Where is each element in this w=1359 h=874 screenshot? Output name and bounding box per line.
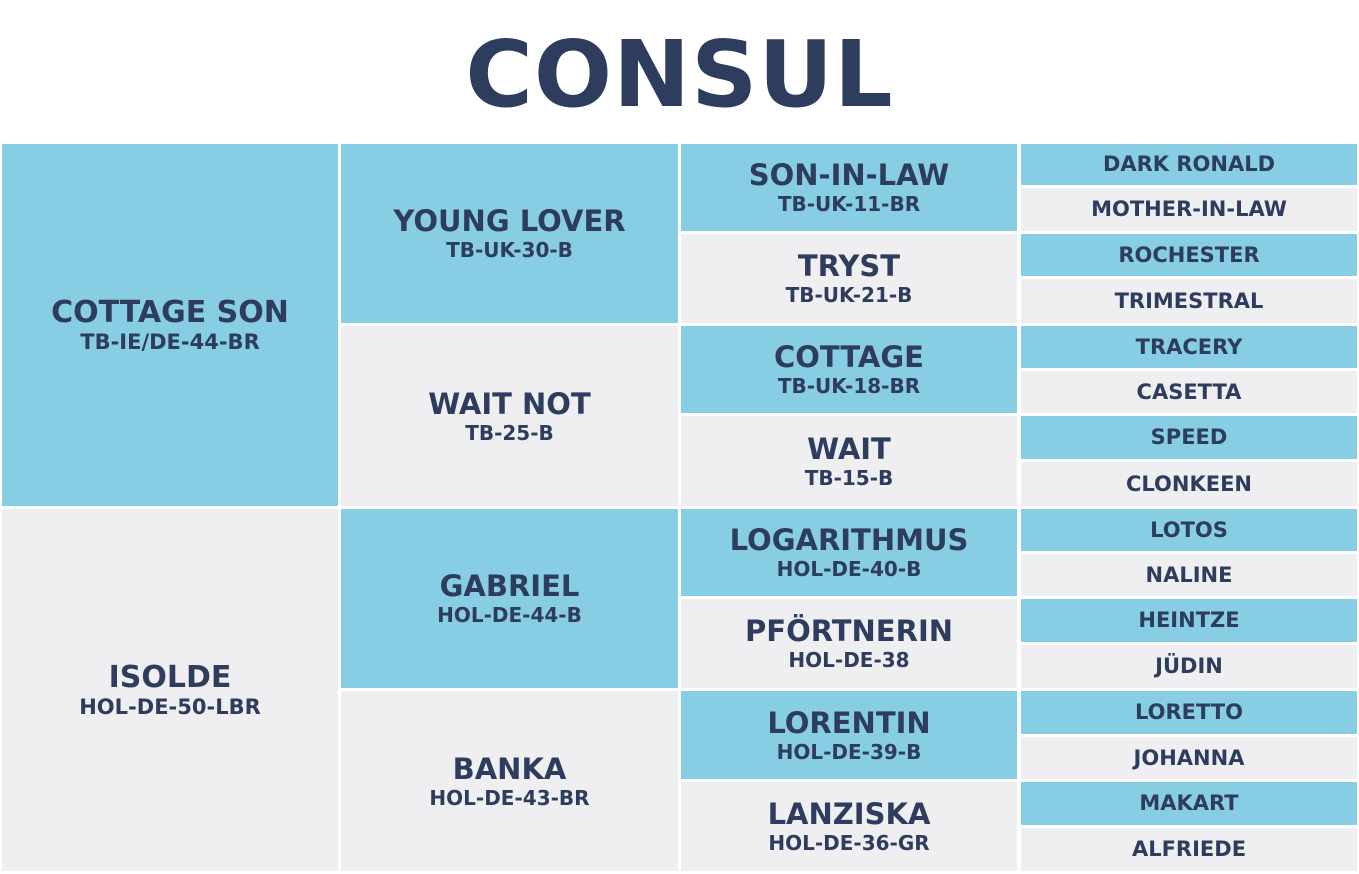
gen4-cell-1: DARK RONALD bbox=[1021, 144, 1357, 185]
gen3-name-5: LOGARITHMUS bbox=[729, 523, 969, 557]
gen4-cell-2: MOTHER-IN-LAW bbox=[1021, 188, 1357, 231]
gen4-name-1: DARK RONALD bbox=[1102, 152, 1276, 176]
gen3-cell-2: TRYST TB-UK-21-B bbox=[681, 234, 1017, 323]
gen4-name-15: MAKART bbox=[1139, 791, 1239, 815]
gen4-cell-10: NALINE bbox=[1021, 554, 1357, 596]
gen4-cell-15: MAKART bbox=[1021, 782, 1357, 825]
sire-name: COTTAGE SON bbox=[51, 294, 289, 330]
gen4-name-6: CASETTA bbox=[1136, 379, 1242, 404]
gen3-name-1: SON-IN-LAW bbox=[748, 158, 950, 192]
gen4-name-5: TRACERY bbox=[1135, 334, 1243, 359]
gen4-cell-8: CLONKEEN bbox=[1021, 462, 1357, 506]
gen4-name-9: LOTOS bbox=[1150, 517, 1228, 542]
gen3-registry-3: TB-UK-18-BR bbox=[777, 374, 921, 398]
gen4-cell-16: ALFRIEDE bbox=[1021, 828, 1357, 871]
gen3-registry-5: HOL-DE-40-B bbox=[776, 557, 922, 581]
granddam-maternal-name: BANKA bbox=[452, 751, 567, 786]
gen3-cell-5: LOGARITHMUS HOL-DE-40-B bbox=[681, 509, 1017, 596]
dam-name: ISOLDE bbox=[108, 659, 232, 695]
gen3-registry-4: TB-15-B bbox=[804, 465, 894, 490]
gen4-name-10: NALINE bbox=[1145, 562, 1233, 587]
gen4-cell-4: TRIMESTRAL bbox=[1021, 279, 1357, 323]
sire-cell: COTTAGE SON TB-IE/DE-44-BR bbox=[2, 144, 338, 506]
grandsire-paternal-cell: YOUNG LOVER TB-UK-30-B bbox=[341, 144, 678, 323]
gen4-cell-9: LOTOS bbox=[1021, 509, 1357, 551]
gen3-registry-7: HOL-DE-39-B bbox=[776, 739, 922, 764]
gen3-cell-8: LANZISKA HOL-DE-36-GR bbox=[681, 782, 1017, 871]
gen3-registry-2: TB-UK-21-B bbox=[785, 283, 913, 307]
dam-registry: HOL-DE-50-LBR bbox=[79, 694, 261, 719]
gen4-name-11: HEINTZE bbox=[1138, 608, 1240, 632]
gen3-name-4: WAIT bbox=[807, 431, 891, 466]
granddam-paternal-name: WAIT NOT bbox=[428, 386, 591, 421]
granddam-maternal-cell: BANKA HOL-DE-43-BR bbox=[341, 691, 678, 871]
gen3-cell-3: COTTAGE TB-UK-18-BR bbox=[681, 326, 1017, 413]
gen4-name-14: JOHANNA bbox=[1133, 745, 1245, 770]
gen4-name-2: MOTHER-IN-LAW bbox=[1091, 197, 1287, 221]
gen4-name-16: ALFRIEDE bbox=[1131, 837, 1247, 861]
gen3-registry-8: HOL-DE-36-GR bbox=[768, 831, 930, 855]
granddam-paternal-cell: WAIT NOT TB-25-B bbox=[341, 326, 678, 506]
gen4-name-12: JÜDIN bbox=[1155, 654, 1223, 678]
gen4-cell-13: LORETTO bbox=[1021, 691, 1357, 734]
grandsire-maternal-name: GABRIEL bbox=[439, 569, 580, 603]
gen3-cell-6: PFÖRTNERIN HOL-DE-38 bbox=[681, 599, 1017, 688]
gen4-cell-3: ROCHESTER bbox=[1021, 234, 1357, 276]
gen4-cell-12: JÜDIN bbox=[1021, 645, 1357, 688]
gen3-name-8: LANZISKA bbox=[767, 797, 931, 831]
gen3-name-6: PFÖRTNERIN bbox=[745, 614, 953, 648]
gen3-registry-1: TB-UK-11-BR bbox=[777, 192, 921, 216]
grandsire-maternal-cell: GABRIEL HOL-DE-44-B bbox=[341, 509, 678, 688]
dam-cell: ISOLDE HOL-DE-50-LBR bbox=[2, 509, 338, 871]
gen4-cell-6: CASETTA bbox=[1021, 371, 1357, 413]
grandsire-paternal-name: YOUNG LOVER bbox=[393, 204, 626, 238]
granddam-paternal-registry: TB-25-B bbox=[465, 420, 554, 445]
gen3-name-7: LORENTIN bbox=[767, 705, 931, 740]
gen4-name-4: TRIMESTRAL bbox=[1114, 288, 1264, 313]
grandsire-maternal-registry: HOL-DE-44-B bbox=[437, 603, 582, 627]
gen3-cell-7: LORENTIN HOL-DE-39-B bbox=[681, 691, 1017, 779]
gen4-cell-14: JOHANNA bbox=[1021, 737, 1357, 779]
gen3-registry-6: HOL-DE-38 bbox=[788, 648, 910, 672]
gen4-name-8: CLONKEEN bbox=[1125, 471, 1252, 496]
gen4-cell-11: HEINTZE bbox=[1021, 599, 1357, 642]
grandsire-paternal-registry: TB-UK-30-B bbox=[446, 238, 573, 262]
gen4-name-3: ROCHESTER bbox=[1118, 242, 1260, 267]
pedigree-title: CONSUL bbox=[465, 21, 894, 128]
gen4-cell-5: TRACERY bbox=[1021, 326, 1357, 368]
gen3-name-2: TRYST bbox=[797, 249, 901, 283]
granddam-maternal-registry: HOL-DE-43-BR bbox=[429, 785, 590, 810]
gen3-name-3: COTTAGE bbox=[774, 340, 924, 374]
gen3-cell-1: SON-IN-LAW TB-UK-11-BR bbox=[681, 144, 1017, 231]
sire-registry: TB-IE/DE-44-BR bbox=[80, 329, 260, 354]
gen3-cell-4: WAIT TB-15-B bbox=[681, 416, 1017, 506]
gen4-cell-7: SPEED bbox=[1021, 416, 1357, 459]
gen4-name-13: LORETTO bbox=[1135, 700, 1243, 724]
gen4-name-7: SPEED bbox=[1150, 425, 1228, 449]
